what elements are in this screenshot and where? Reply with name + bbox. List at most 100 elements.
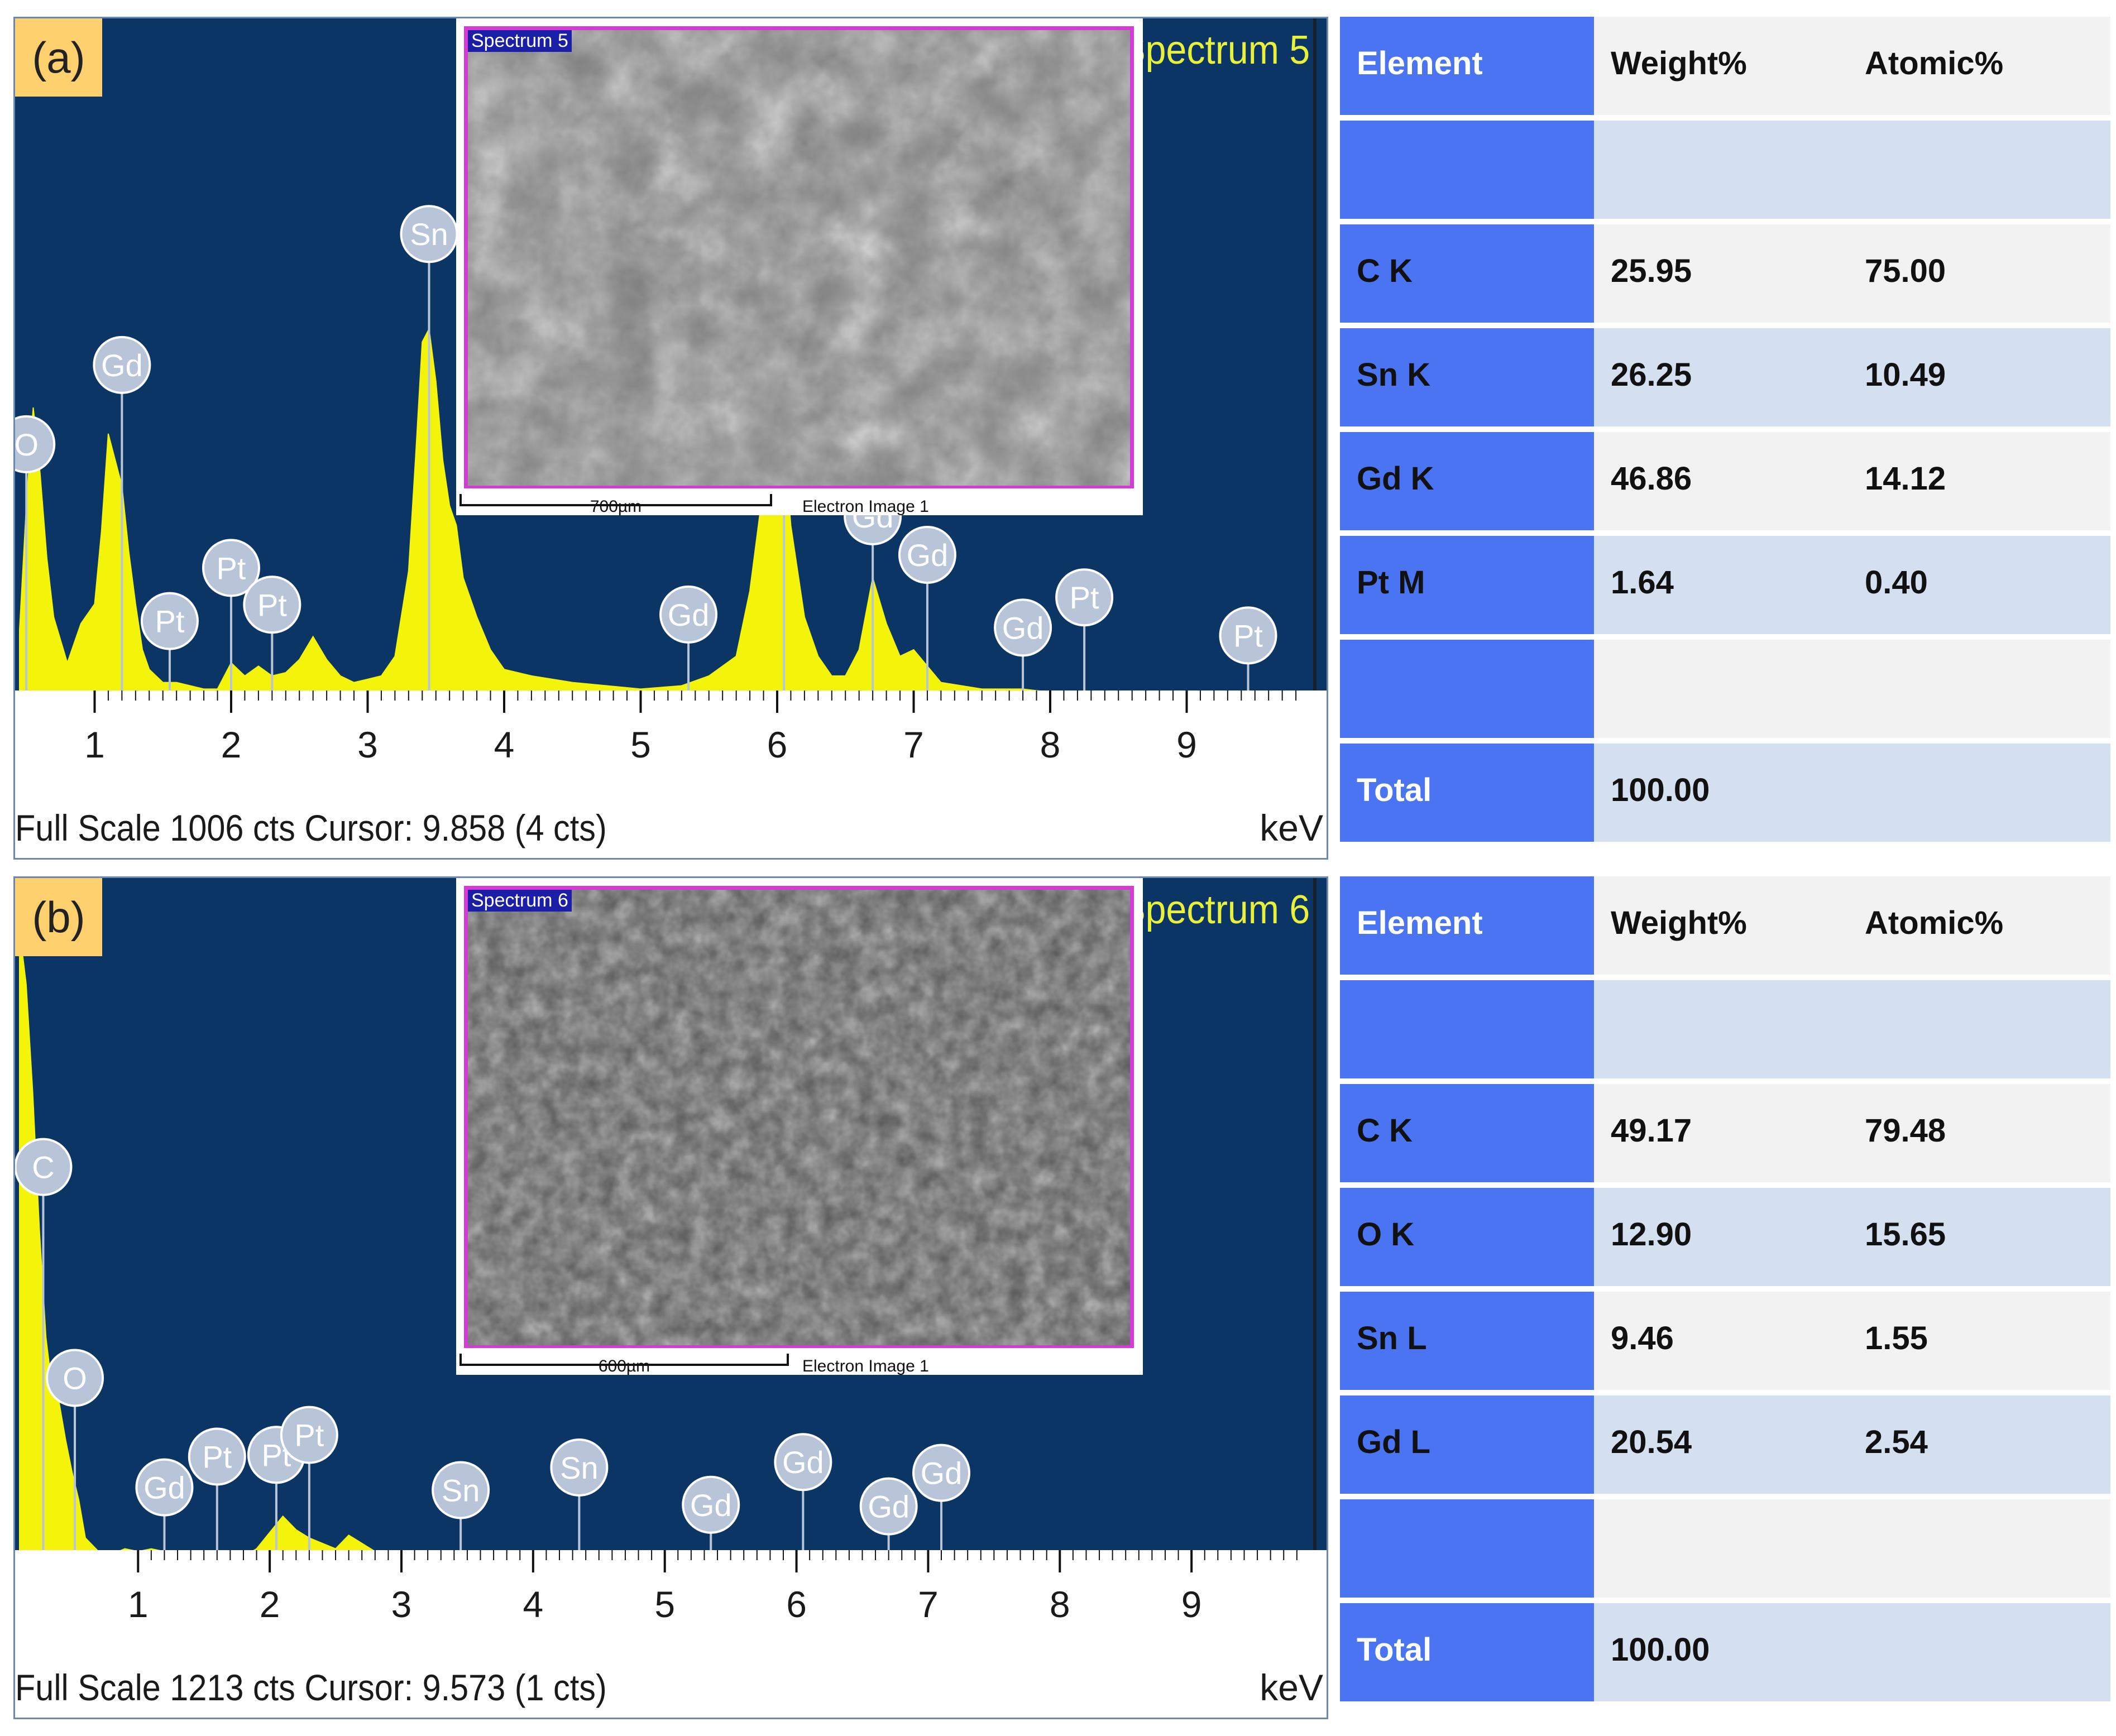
peak-label: Sn (432, 1461, 490, 1581)
table-cell (1594, 980, 1848, 1078)
table-row: C K 49.17 79.48 (1340, 1084, 2110, 1182)
table-row: Total 100.00 (1340, 1603, 2110, 1701)
svg-text:Pt: Pt (217, 550, 246, 586)
table-cell: 12.90 (1594, 1188, 1848, 1286)
svg-text:Gd: Gd (868, 1489, 909, 1524)
full-scale-caption: Full Scale 1006 cts Cursor: 9.858 (4 cts… (15, 807, 607, 848)
svg-text:Pt: Pt (155, 604, 184, 639)
peak-label: Pt (243, 576, 301, 722)
table-cell: 49.17 (1594, 1084, 1848, 1182)
table-cell: 79.48 (1848, 1084, 2110, 1182)
table-cell: 20.54 (1594, 1395, 1848, 1494)
table-cell (1594, 121, 1848, 219)
table-cell: 26.25 (1594, 328, 1848, 426)
sem-texture (468, 890, 1130, 1345)
table-header-row: Element Weight% Atomic% (1340, 876, 2110, 975)
peak-label: Gd (994, 598, 1052, 722)
svg-text:Sn: Sn (442, 1473, 480, 1508)
svg-text:C: C (32, 1150, 54, 1185)
spectrum-plot: OGdPtPtPtSnGdGdGdGdGdPtPt (15, 205, 1327, 723)
table-cell: C K (1340, 224, 1594, 323)
peak-label: Pt (188, 1427, 246, 1581)
table-cell: 9.46 (1594, 1292, 1848, 1390)
cursor-bar (1313, 878, 1316, 1587)
full-scale-caption: Full Scale 1213 cts Cursor: 9.573 (1 cts… (15, 1667, 607, 1708)
x-tick-label: 1 (128, 1584, 149, 1625)
table-cell (1848, 1499, 2110, 1598)
sem-spectrum-label: Spectrum 5 (468, 30, 572, 52)
table-cell: Total (1340, 1603, 1594, 1701)
svg-text:Sn: Sn (410, 217, 448, 252)
svg-text:O: O (15, 427, 39, 462)
x-tick-label: 4 (494, 724, 515, 765)
svg-text:Gd: Gd (1002, 610, 1044, 645)
svg-text:Gd: Gd (143, 1470, 185, 1505)
table-row: Gd K 46.86 14.12 (1340, 432, 2110, 530)
spectrum-title: Spectrum 6 (1121, 888, 1310, 932)
svg-text:Gd: Gd (782, 1445, 824, 1480)
x-tick-label: 9 (1181, 1584, 1202, 1625)
panel-label: (b) (15, 878, 102, 956)
table-cell: Gd K (1340, 432, 1594, 530)
peak-label: Gd (682, 1475, 740, 1581)
column-header: Weight% (1594, 17, 1848, 115)
peak-label: C (15, 1138, 73, 1581)
svg-text:Pt: Pt (1070, 580, 1099, 615)
table-cell: 1.55 (1848, 1292, 2110, 1390)
table-cell (1848, 1603, 2110, 1701)
x-tick-label: 6 (786, 1584, 807, 1625)
table-cell (1848, 744, 2110, 842)
peak-label: Pt (202, 539, 260, 722)
svg-text:Gd: Gd (907, 538, 949, 573)
x-tick-label: 7 (903, 724, 924, 765)
x-tick-label: 6 (767, 724, 788, 765)
axis-unit: keV (1260, 1667, 1323, 1708)
peak-label: Pt (1219, 606, 1277, 722)
sem-footer: 600µm Electron Image 1 (456, 1348, 1143, 1375)
table-cell: 100.00 (1594, 744, 1848, 842)
table-row: Pt M 1.64 0.40 (1340, 536, 2110, 634)
table-cell: C K (1340, 1084, 1594, 1182)
table-cell: 15.65 (1848, 1188, 2110, 1286)
table-cell (1340, 121, 1594, 219)
electron-image: Spectrum 6 (464, 886, 1134, 1349)
peak-label: Gd (912, 1444, 971, 1581)
table-row (1340, 640, 2110, 738)
peak-label: O (15, 415, 56, 722)
sem-inset: Spectrum 6 600µm Electron Image 1 (456, 878, 1143, 1375)
table-cell (1848, 980, 2110, 1078)
table-cell (1848, 121, 2110, 219)
x-tick-label: 5 (630, 724, 651, 765)
peak-label: Gd (93, 335, 151, 722)
scale-text: 600µm (598, 1357, 650, 1375)
table-cell (1340, 980, 1594, 1078)
peak-label: O (46, 1349, 104, 1581)
column-header: Element (1340, 17, 1594, 115)
svg-text:Pt: Pt (1233, 618, 1263, 653)
column-header: Atomic% (1848, 876, 2110, 975)
svg-text:O: O (63, 1360, 87, 1395)
peak-label: Pt (140, 592, 199, 722)
svg-text:Gd: Gd (668, 597, 710, 632)
table-cell: 14.12 (1848, 432, 2110, 530)
sem-spectrum-label: Spectrum 6 (468, 890, 572, 912)
svg-text:Gd: Gd (690, 1488, 732, 1523)
peak-label: Sn (550, 1438, 609, 1581)
table-row: C K 25.95 75.00 (1340, 224, 2110, 323)
peak-label: Gd (898, 525, 956, 722)
spectrum-title: Spectrum 5 (1121, 28, 1310, 73)
x-tick-label: 7 (918, 1584, 939, 1625)
axis-band: 1 2 3 4 5 6 7 8 9 Full Scale 1006 cts Cursor: 9.… (15, 690, 1327, 858)
table-cell: 1.64 (1594, 536, 1848, 634)
electron-image: Spectrum 5 (464, 26, 1134, 490)
table-header-row: Element Weight% Atomic% (1340, 17, 2110, 115)
table-cell (1340, 640, 1594, 738)
spectrum-chart-b: C O Gd Pt Pt Pt Sn Sn Gd Gd Gd Gd (b) Spectrum 6 Sp… (13, 876, 1328, 1719)
table-cell (1340, 1499, 1594, 1598)
peak-label: Gd (135, 1458, 194, 1581)
table-cell: Pt M (1340, 536, 1594, 634)
table-row (1340, 980, 2110, 1078)
column-header: Weight% (1594, 876, 1848, 975)
svg-text:Pt: Pt (257, 587, 287, 622)
sem-texture (468, 30, 1130, 486)
